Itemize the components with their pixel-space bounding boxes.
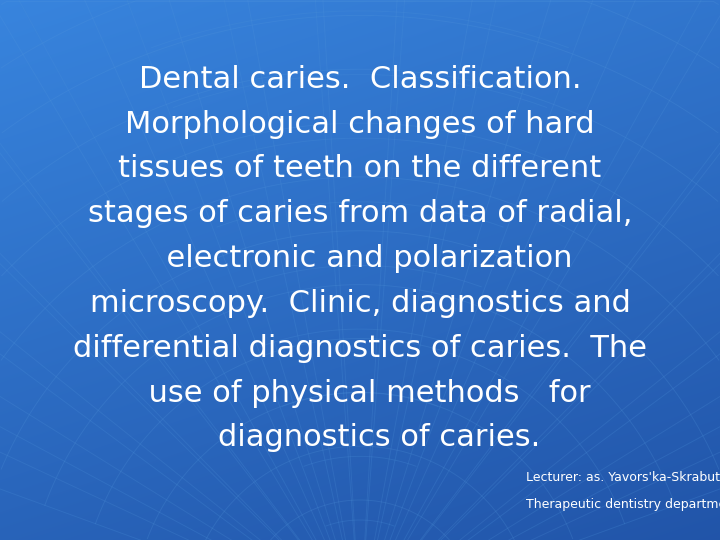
- Text: Morphological changes of hard: Morphological changes of hard: [125, 110, 595, 139]
- Text: Lecturer: as. Yavors'ka-Skrabut I.M.: Lecturer: as. Yavors'ka-Skrabut I.M.: [526, 471, 720, 484]
- Text: use of physical methods   for: use of physical methods for: [129, 379, 591, 408]
- Text: differential diagnostics of caries.  The: differential diagnostics of caries. The: [73, 334, 647, 363]
- Text: microscopy.  Clinic, diagnostics and: microscopy. Clinic, diagnostics and: [89, 289, 631, 318]
- Text: electronic and polarization: electronic and polarization: [148, 244, 572, 273]
- Text: Therapeutic dentistry department: Therapeutic dentistry department: [526, 498, 720, 511]
- Text: tissues of teeth on the different: tissues of teeth on the different: [118, 154, 602, 184]
- Text: Dental caries.  Classification.: Dental caries. Classification.: [139, 65, 581, 94]
- Text: stages of caries from data of radial,: stages of caries from data of radial,: [88, 199, 632, 228]
- Text: diagnostics of caries.: diagnostics of caries.: [179, 423, 541, 453]
